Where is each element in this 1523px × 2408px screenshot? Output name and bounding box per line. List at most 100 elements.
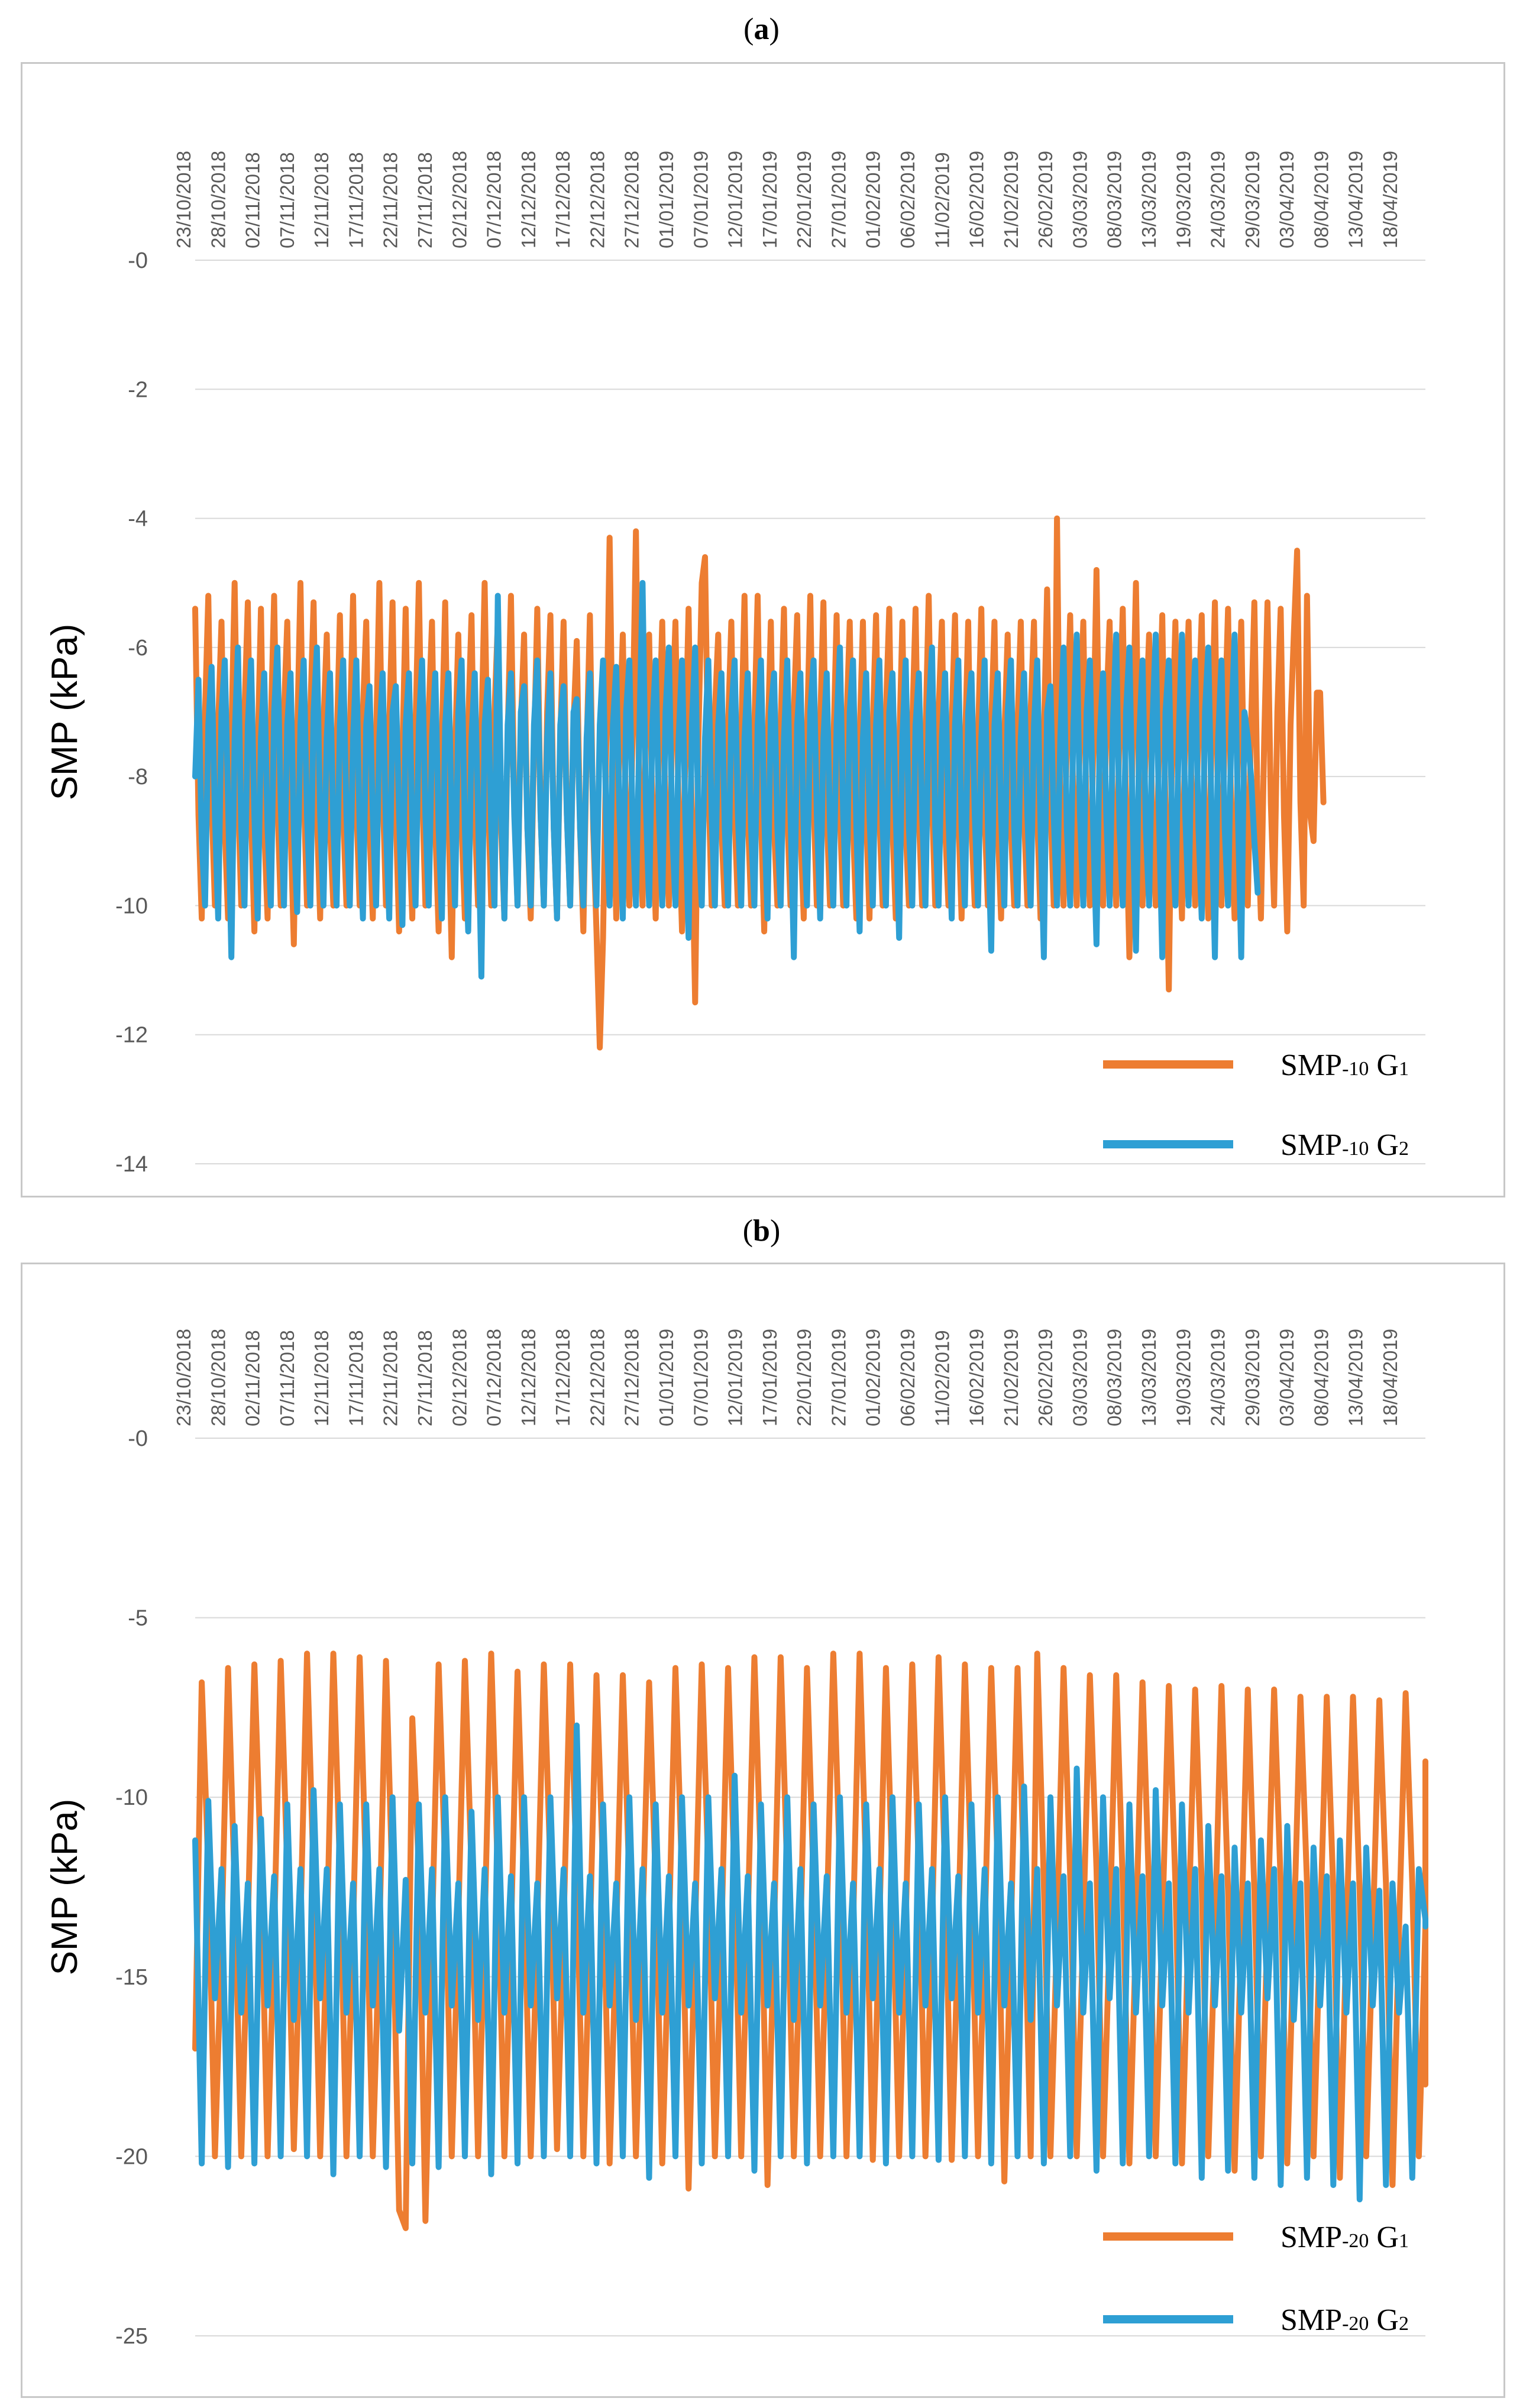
legend-label-1: SMP-20 G1 bbox=[1281, 2221, 1409, 2254]
y-tick-label: -15 bbox=[115, 1965, 148, 1990]
legend-label-1: SMP-10 G1 bbox=[1281, 1048, 1409, 1082]
x-tick-label: 28/10/2018 bbox=[207, 151, 229, 248]
x-tick-label: 17/11/2018 bbox=[345, 152, 367, 248]
y-axis-title: SMP (kPa) bbox=[44, 624, 85, 801]
x-tick-label: 23/10/2018 bbox=[173, 151, 195, 248]
y-axis-title: SMP (kPa) bbox=[44, 1799, 85, 1976]
x-tick-label: 12/11/2018 bbox=[311, 152, 332, 248]
x-tick-label: 13/03/2019 bbox=[1138, 1329, 1160, 1426]
y-tick-label: -14 bbox=[115, 1152, 148, 1177]
x-tick-label: 29/03/2019 bbox=[1241, 151, 1263, 248]
x-tick-label: 08/04/2019 bbox=[1310, 151, 1332, 248]
x-tick-label: 03/03/2019 bbox=[1069, 151, 1091, 248]
x-tick-label: 11/02/2019 bbox=[931, 1330, 953, 1426]
x-tick-label: 26/02/2019 bbox=[1034, 151, 1056, 248]
x-tick-label: 17/01/2019 bbox=[759, 1329, 781, 1426]
x-tick-label: 22/12/2018 bbox=[586, 151, 608, 248]
x-tick-label: 18/04/2019 bbox=[1379, 151, 1401, 248]
x-tick-label: 27/11/2018 bbox=[414, 1330, 436, 1426]
x-tick-label: 17/12/2018 bbox=[552, 151, 574, 248]
x-tick-label: 24/03/2019 bbox=[1207, 1329, 1229, 1426]
x-tick-label: 12/01/2019 bbox=[725, 151, 746, 248]
x-tick-label: 13/04/2019 bbox=[1345, 1329, 1367, 1426]
panel-b-letter: b bbox=[753, 1214, 770, 1248]
chart-a: -0 -2 -4 -6 -8 -10 -12 -14 23/10/2018 28/10/2018 0… bbox=[44, 151, 1425, 1177]
panel-b-label: (b) bbox=[742, 1214, 781, 1248]
x-tick-label: 26/02/2019 bbox=[1034, 1329, 1056, 1426]
x-tick-label: 01/01/2019 bbox=[655, 151, 677, 248]
x-tick-label: 03/04/2019 bbox=[1276, 151, 1298, 248]
y-tick-label: -10 bbox=[115, 894, 148, 918]
x-tick-label: 27/01/2019 bbox=[827, 1329, 849, 1426]
x-tick-label: 06/02/2019 bbox=[897, 151, 919, 248]
series-line-2 bbox=[192, 1722, 1428, 2203]
x-tick-label: 02/12/2018 bbox=[448, 1329, 470, 1426]
series-line-2 bbox=[192, 580, 1261, 980]
x-tick-label: 21/02/2019 bbox=[1000, 151, 1022, 248]
y-tick-label: -0 bbox=[128, 248, 148, 273]
x-tick-label: 07/01/2019 bbox=[690, 151, 712, 248]
y-tick-label: -25 bbox=[115, 2324, 148, 2349]
x-tick-label: 22/12/2018 bbox=[586, 1329, 608, 1426]
x-tick-label: 21/02/2019 bbox=[1000, 1329, 1022, 1426]
x-tick-label: 17/11/2018 bbox=[345, 1330, 367, 1426]
x-tick-label: 07/12/2018 bbox=[483, 151, 505, 248]
x-tick-label: 24/03/2019 bbox=[1207, 151, 1229, 248]
x-tick-label: 11/02/2019 bbox=[931, 152, 953, 248]
x-tick-label: 08/03/2019 bbox=[1104, 151, 1126, 248]
x-tick-label: 12/12/2018 bbox=[518, 1329, 539, 1426]
x-tick-label: 12/11/2018 bbox=[311, 1330, 332, 1426]
x-tick-label: 29/03/2019 bbox=[1241, 1329, 1263, 1426]
y-tick-label: -4 bbox=[128, 507, 148, 532]
x-tick-label: 08/04/2019 bbox=[1310, 1329, 1332, 1426]
x-tick-label: 12/01/2019 bbox=[725, 1329, 746, 1426]
x-tick-label: 17/12/2018 bbox=[552, 1329, 574, 1426]
x-tick-label: 06/02/2019 bbox=[897, 1329, 919, 1426]
y-tick-label: -5 bbox=[128, 1606, 148, 1631]
x-tick-label: 02/11/2018 bbox=[242, 1330, 264, 1426]
y-tick-label: -12 bbox=[115, 1023, 148, 1048]
y-tick-label: -10 bbox=[115, 1785, 148, 1810]
x-tick-label: 07/11/2018 bbox=[276, 1330, 298, 1426]
panel-a-label: (a) bbox=[743, 12, 780, 46]
x-tick-label: 19/03/2019 bbox=[1172, 151, 1194, 248]
x-tick-label: 27/01/2019 bbox=[827, 151, 849, 248]
x-tick-label: 01/01/2019 bbox=[655, 1329, 677, 1426]
x-tick-label: 28/10/2018 bbox=[207, 1329, 229, 1426]
x-tick-label: 27/11/2018 bbox=[414, 152, 436, 248]
y-tick-label: -0 bbox=[128, 1426, 148, 1451]
x-tick-label: 07/11/2018 bbox=[276, 152, 298, 248]
x-tick-label: 13/03/2019 bbox=[1138, 151, 1160, 248]
x-tick-label: 03/03/2019 bbox=[1069, 1329, 1091, 1426]
panel-a-letter: a bbox=[754, 12, 769, 46]
legend-label-2: SMP-10 G2 bbox=[1281, 1128, 1409, 1162]
x-tick-label: 22/11/2018 bbox=[380, 152, 402, 248]
x-tick-label: 12/12/2018 bbox=[518, 151, 539, 248]
chart-a-frame bbox=[21, 62, 1505, 1197]
x-tick-label: 27/12/2018 bbox=[621, 1329, 643, 1426]
x-tick-label: 02/12/2018 bbox=[448, 151, 470, 248]
y-tick-label: -20 bbox=[115, 2144, 148, 2169]
x-tick-label: 01/02/2019 bbox=[862, 151, 884, 248]
y-tick-label: -2 bbox=[128, 377, 148, 402]
x-tick-label: 17/01/2019 bbox=[759, 151, 781, 248]
y-tick-label: -6 bbox=[128, 636, 148, 661]
x-tick-label: 18/04/2019 bbox=[1379, 1329, 1401, 1426]
x-tick-label: 02/11/2018 bbox=[242, 152, 264, 248]
x-tick-label: 22/01/2019 bbox=[793, 151, 815, 248]
x-tick-label: 22/11/2018 bbox=[380, 1330, 402, 1426]
x-tick-label: 01/02/2019 bbox=[862, 1329, 884, 1426]
chart-b: -0 -5 -10 -15 -20 -25 23/10/2018 28/10/2018 02/1… bbox=[44, 1329, 1428, 2349]
x-tick-label: 07/12/2018 bbox=[483, 1329, 505, 1426]
x-tick-label: 07/01/2019 bbox=[690, 1329, 712, 1426]
x-tick-label: 23/10/2018 bbox=[173, 1329, 195, 1426]
x-tick-label: 08/03/2019 bbox=[1104, 1329, 1126, 1426]
legend-label-2: SMP-20 G2 bbox=[1281, 2303, 1409, 2337]
y-tick-label: -8 bbox=[128, 765, 148, 789]
x-tick-label: 16/02/2019 bbox=[966, 1329, 988, 1426]
x-tick-label: 13/04/2019 bbox=[1345, 151, 1367, 248]
x-tick-label: 16/02/2019 bbox=[966, 151, 988, 248]
x-tick-label: 27/12/2018 bbox=[621, 151, 643, 248]
x-tick-label: 03/04/2019 bbox=[1276, 1329, 1298, 1426]
x-tick-label: 22/01/2019 bbox=[793, 1329, 815, 1426]
